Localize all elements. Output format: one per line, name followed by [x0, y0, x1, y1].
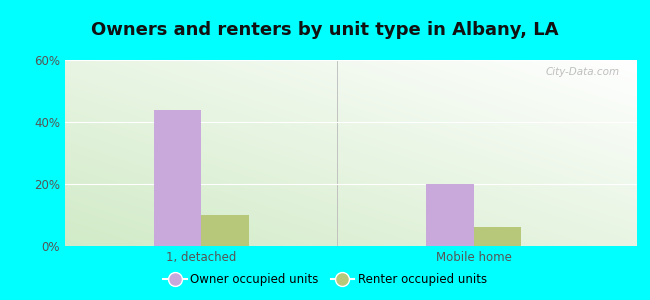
Bar: [202, 215, 249, 246]
Bar: [474, 227, 521, 246]
Text: City-Data.com: City-Data.com: [546, 68, 620, 77]
Bar: [153, 110, 202, 246]
Text: Owners and renters by unit type in Albany, LA: Owners and renters by unit type in Alban…: [91, 21, 559, 39]
Legend: Owner occupied units, Renter occupied units: Owner occupied units, Renter occupied un…: [159, 269, 491, 291]
Bar: [426, 184, 474, 246]
